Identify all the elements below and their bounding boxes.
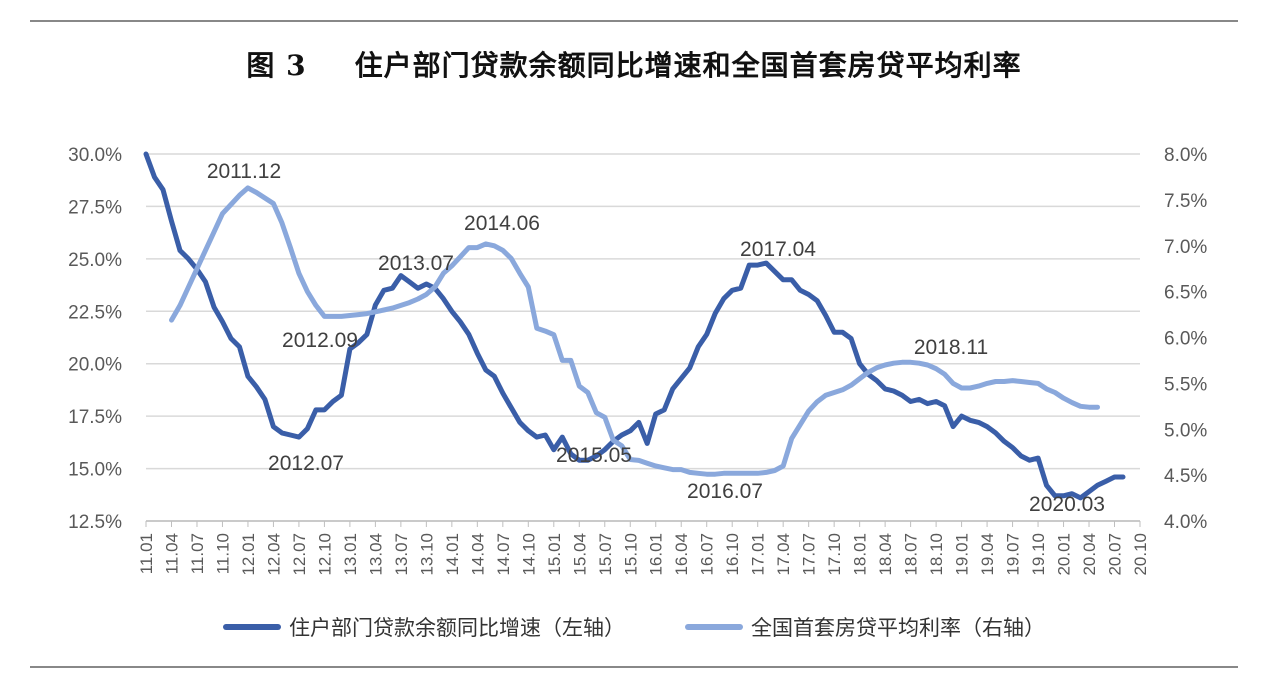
x-tick-label: 15.10 [621,533,640,576]
x-tick-label: 16.07 [698,533,717,576]
x-tick-label: 20.07 [1106,533,1125,576]
x-tick-label: 19.04 [978,533,997,576]
x-tick-label: 17.07 [800,533,819,576]
right-tick-label: 5.5% [1164,374,1207,395]
right-tick-label: 4.0% [1164,512,1207,533]
x-tick-label: 18.07 [902,533,921,576]
annotation-label: 2012.09 [282,329,358,352]
x-tick-label: 12.10 [315,533,334,576]
annotation-label: 2016.07 [687,480,763,503]
legend-item-mortgage-rate: 全国首套房贷平均利率（右轴） [685,612,1045,642]
x-tick-label: 16.01 [647,533,666,576]
x-tick-label: 12.07 [290,533,309,576]
right-tick-label: 6.0% [1164,329,1207,350]
x-tick-label: 12.04 [264,533,283,576]
legend-label-mortgage-rate: 全国首套房贷平均利率（右轴） [751,616,1045,640]
left-tick-label: 17.5% [68,407,122,428]
annotation-label: 2013.07 [378,252,454,275]
x-tick-label: 13.01 [341,533,360,576]
x-tick-label: 16.04 [672,533,691,576]
right-tick-label: 4.5% [1164,466,1207,487]
x-tick-label: 19.01 [953,533,972,576]
legend: 住户部门贷款余额同比增速（左轴） 全国首套房贷平均利率（右轴） [0,612,1268,642]
left-tick-label: 15.0% [68,460,122,481]
x-tick-label: 15.01 [545,533,564,576]
x-tick-label: 20.10 [1131,533,1150,576]
top-rule [30,20,1238,22]
x-tick-label: 18.10 [927,533,946,576]
x-tick-label: 11.04 [162,533,181,574]
x-tick-label: 20.04 [1080,533,1099,576]
legend-swatch-household-loan-growth [223,624,281,630]
annotations: 2011.12 2012.09 2012.07 2013.07 2014.06 2015.… [207,160,1105,516]
x-tick-label: 18.04 [876,533,895,576]
figure-title: 图 3 住户部门贷款余额同比增速和全国首套房贷平均利率 [0,44,1268,84]
annotation-label: 2020.03 [1029,493,1105,516]
x-tick-label: 17.01 [749,533,768,576]
legend-swatch-mortgage-rate [685,624,743,630]
right-tick-label: 5.0% [1164,420,1207,441]
left-tick-label: 27.5% [68,197,122,218]
x-tick-label: 13.07 [392,533,411,576]
series-line-household-loan-growth [143,151,1126,501]
annotation-label: 2012.07 [268,452,344,475]
x-tick-label: 18.01 [851,533,870,576]
left-tick-label: 22.5% [68,302,122,323]
x-tick-label: 15.07 [596,533,615,576]
x-tick-label: 13.04 [366,533,385,576]
figure-number: 图 3 [246,49,307,82]
annotation-label: 2017.04 [740,238,816,261]
x-tick-label: 17.04 [774,533,793,576]
x-tick-label: 14.10 [519,533,538,576]
left-axis-ticks: 12.5% 15.0% 17.5% 20.0% 22.5% 25.0% 27.5% 30.0% [68,145,122,533]
x-tick-label: 20.01 [1055,533,1074,576]
annotation-label: 2015.05 [556,444,632,467]
legend-item-household-loan-growth: 住户部门贷款余额同比增速（左轴） [223,612,625,642]
left-tick-label: 25.0% [68,250,122,271]
x-tick-label: 16.10 [723,533,742,576]
annotation-label: 2018.11 [914,336,988,359]
right-tick-label: 7.0% [1164,237,1207,258]
x-tick-label: 11.07 [188,533,207,574]
x-tick-label: 14.04 [468,533,487,576]
x-tick-label: 19.10 [1029,533,1048,576]
x-tick-label: 14.01 [443,533,462,576]
left-tick-label: 12.5% [68,512,122,533]
x-tick-label: 12.01 [239,533,258,576]
series-lines [143,151,1126,501]
x-tick-label: 17.10 [825,533,844,576]
x-tick-label: 11.01 [137,533,156,574]
x-tick-label: 11.10 [213,533,232,574]
x-tick-label: 13.10 [417,533,436,576]
x-tick-label: 14.07 [494,533,513,576]
annotation-label: 2011.12 [207,160,281,183]
right-axis-ticks: 4.0% 4.5% 5.0% 5.5% 6.0% 6.5% 7.0% 7.5% 8.0% [1164,145,1207,533]
series-line-mortgage-rate [169,185,1100,477]
left-tick-label: 30.0% [68,145,122,166]
x-axis: 11.01 11.04 11.07 11.10 12.01 12.04 12.07 12.10… [137,520,1150,576]
figure-title-text: 住户部门贷款余额同比增速和全国首套房贷平均利率 [354,49,1022,82]
bottom-rule [30,666,1238,668]
right-tick-label: 8.0% [1164,145,1207,166]
x-tick-label: 15.04 [570,533,589,576]
x-tick-label: 19.07 [1004,533,1023,576]
left-tick-label: 20.0% [68,355,122,376]
right-tick-label: 7.5% [1164,191,1207,212]
right-tick-label: 6.5% [1164,283,1207,304]
annotation-label: 2014.06 [464,212,540,235]
legend-label-household-loan-growth: 住户部门贷款余额同比增速（左轴） [289,616,625,640]
